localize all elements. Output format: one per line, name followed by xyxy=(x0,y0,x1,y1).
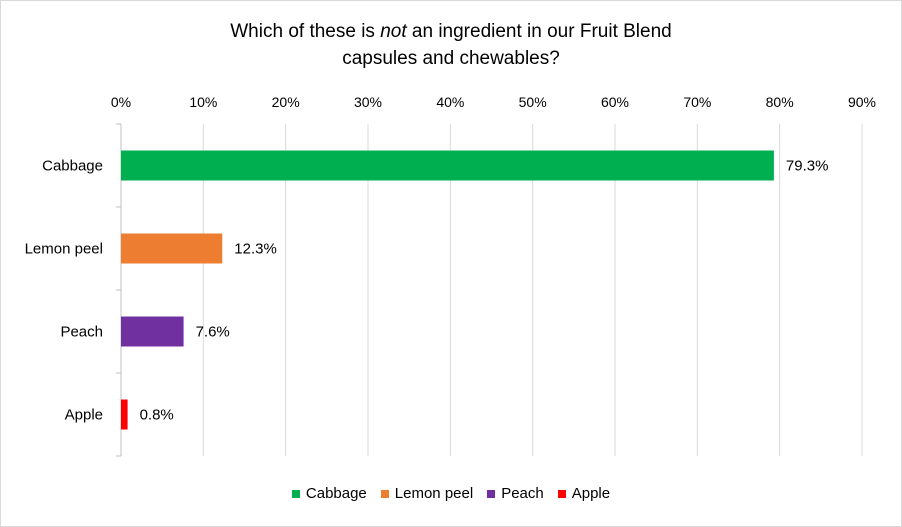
chart-legend: Cabbage Lemon peel Peach Apple xyxy=(0,485,902,502)
title-part-2: an ingredient in our Fruit Blend xyxy=(406,21,672,42)
x-tick-label-30: 30% xyxy=(354,94,382,110)
legend-item-peach: Peach xyxy=(487,485,544,502)
legend-item-apple: Apple xyxy=(557,485,611,502)
title-part-1: Which of these is xyxy=(230,21,381,42)
bar-peach xyxy=(121,316,184,347)
x-tick-label-90: 90% xyxy=(848,94,876,110)
x-tick-label-0: 0% xyxy=(111,94,131,110)
title-emphasis: not xyxy=(380,21,407,42)
legend-label-lemon-peel: Lemon peel xyxy=(394,485,474,502)
x-tick-label-60: 60% xyxy=(601,94,629,110)
data-label-cabbage: 79.3% xyxy=(786,158,829,175)
legend-label-peach: Peach xyxy=(501,485,544,502)
data-label-lemon-peel: 12.3% xyxy=(234,241,277,258)
category-label-lemon-peel: Lemon peel xyxy=(25,241,103,258)
legend-swatch-apple xyxy=(557,489,566,498)
x-tick-label-70: 70% xyxy=(683,94,711,110)
data-label-peach: 7.6% xyxy=(196,324,230,341)
legend-swatch-lemon-peel xyxy=(380,489,389,498)
x-tick-label-40: 40% xyxy=(436,94,464,110)
category-label-apple: Apple xyxy=(65,407,103,424)
chart-title: Which of these is not an ingredient in o… xyxy=(0,18,902,72)
legend-item-lemon-peel: Lemon peel xyxy=(380,485,474,502)
title-part-3: capsules and chewables? xyxy=(342,48,560,69)
x-tick-label-20: 20% xyxy=(272,94,300,110)
x-tick-label-50: 50% xyxy=(519,94,547,110)
legend-label-apple: Apple xyxy=(571,485,611,502)
category-label-cabbage: Cabbage xyxy=(42,158,103,175)
legend-swatch-cabbage xyxy=(291,489,300,498)
category-label-peach: Peach xyxy=(60,324,103,341)
legend-label-cabbage: Cabbage xyxy=(305,485,367,502)
x-tick-label-10: 10% xyxy=(189,94,217,110)
x-tick-label-80: 80% xyxy=(766,94,794,110)
legend-swatch-peach xyxy=(487,489,496,498)
data-label-apple: 0.8% xyxy=(140,407,174,424)
bar-cabbage xyxy=(121,150,774,181)
bar-apple xyxy=(121,399,128,430)
bar-lemon-peel xyxy=(121,233,223,264)
legend-item-cabbage: Cabbage xyxy=(291,485,367,502)
